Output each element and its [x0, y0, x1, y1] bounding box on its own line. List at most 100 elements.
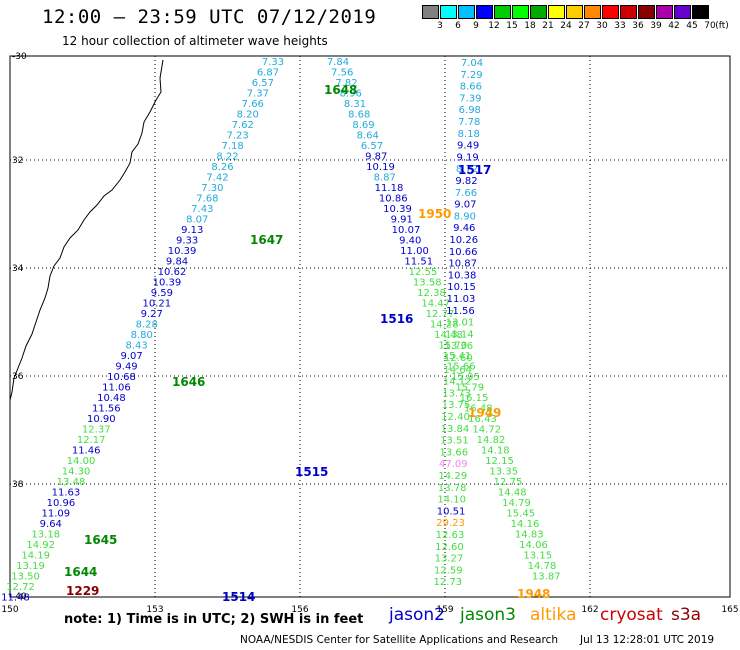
- track-value-a: 11.09: [42, 509, 71, 520]
- track-value-c: 12.59: [434, 565, 463, 576]
- track-value-a: 13.18: [31, 530, 60, 541]
- pass-label: 1647: [250, 233, 283, 247]
- satellite-s3a: s3a: [671, 605, 702, 625]
- track-value-a: 11.46: [72, 446, 101, 457]
- track-value-b: 8.87: [374, 173, 396, 184]
- credit-line: NOAA/NESDIS Center for Satellite Applica…: [240, 634, 558, 646]
- latitude-label: -40: [12, 592, 27, 602]
- track-value-c: 13.78: [438, 483, 467, 494]
- track-value-a: 13.19: [16, 561, 45, 572]
- track-value-b: 10.07: [392, 225, 421, 236]
- color-swatch: [638, 5, 655, 19]
- track-value-c: 8.18: [458, 129, 480, 140]
- track-value-c: 14.64: [443, 365, 472, 376]
- track-value-b: 14.48: [434, 330, 463, 341]
- track-value-a: 7.23: [227, 131, 249, 142]
- track-value-a: 9.59: [151, 288, 173, 299]
- color-swatch: [476, 5, 493, 19]
- track-value-b: 16.15: [460, 393, 489, 404]
- track-value-c: 9.46: [453, 223, 475, 234]
- color-scale-label: 24: [560, 21, 572, 31]
- track-value-a: 13.50: [11, 572, 40, 583]
- track-value-c: 6.98: [459, 105, 481, 116]
- track-value-b: 14.47: [421, 299, 450, 310]
- longitude-label: 156: [291, 605, 308, 615]
- track-value-b: 8.68: [348, 110, 370, 121]
- track-value-b: 15.45: [506, 509, 535, 520]
- pass-label: 1517: [458, 163, 491, 177]
- coastline: [9, 59, 164, 401]
- color-scale-label: 3: [437, 21, 443, 31]
- track-value-c: 10.38: [448, 270, 477, 281]
- track-value-a: 9.33: [176, 236, 198, 247]
- longitude-label: 153: [146, 605, 163, 615]
- color-swatch: [530, 5, 547, 19]
- track-value-b: 15.79: [455, 383, 484, 394]
- track-value-b: 14.28: [430, 320, 459, 331]
- track-value-a: 11.48: [1, 593, 30, 604]
- track-value-a: 7.37: [247, 89, 269, 100]
- track-value-c: 13.51: [440, 436, 469, 447]
- track-value-c: 9.49: [457, 141, 479, 152]
- track-value-b: 16.43: [468, 414, 497, 425]
- generated-timestamp: Jul 13 12:28:01 UTC 2019: [580, 634, 715, 646]
- track-value-b: 12.77: [426, 309, 455, 320]
- track-value-b: 14.48: [498, 488, 527, 499]
- track-value-a: 14.92: [26, 540, 55, 551]
- track-value-a: 9.84: [166, 257, 188, 268]
- latitude-label: 34: [12, 264, 24, 274]
- longitude-label: 150: [1, 605, 18, 615]
- track-value-b: 10.19: [366, 162, 395, 173]
- color-scale-label: 12: [488, 21, 500, 31]
- track-value-a: 7.43: [191, 204, 213, 215]
- track-value-c: 7.04: [461, 58, 483, 69]
- track-value-c: 12.60: [444, 353, 473, 364]
- satellite-jason3: jason3: [460, 605, 516, 625]
- track-value-a: 6.57: [252, 78, 274, 89]
- track-value-b: 7.84: [327, 57, 349, 68]
- color-scale-label: 9: [473, 21, 479, 31]
- track-value-b: 14.06: [519, 540, 548, 551]
- track-value-c: 29.23: [436, 518, 465, 529]
- track-value-a: 10.48: [97, 393, 126, 404]
- color-scale-label: 39: [650, 21, 662, 31]
- track-value-c: 12.73: [433, 577, 462, 588]
- track-value-c: 13.14: [445, 329, 474, 340]
- track-value-b: 15.95: [451, 372, 480, 383]
- pass-label: 1229: [66, 584, 99, 598]
- latitude-label: -30: [12, 52, 27, 62]
- track-value-a: 8.20: [237, 110, 259, 121]
- pass-label: 1648: [324, 83, 357, 97]
- track-value-a: 7.33: [262, 57, 284, 68]
- track-value-a: 10.39: [168, 246, 197, 257]
- satellite-jason2: jason2: [389, 605, 445, 625]
- track-value-c: 9.19: [456, 152, 478, 163]
- track-value-a: 10.90: [87, 414, 116, 425]
- color-swatch: [620, 5, 637, 19]
- color-swatch: [548, 5, 565, 19]
- track-value-b: 14.79: [502, 498, 531, 509]
- pass-label: 1949: [468, 406, 501, 420]
- track-value-a: 11.06: [102, 383, 131, 394]
- longitude-label: 165: [721, 605, 738, 615]
- color-scale-label: 27: [578, 21, 590, 31]
- color-scale-label: 6: [455, 21, 461, 31]
- color-swatch: [494, 5, 511, 19]
- color-swatch: [584, 5, 601, 19]
- track-value-b: 7.56: [331, 68, 353, 79]
- latitude-label: 38: [12, 480, 24, 490]
- color-scale-label: 18: [524, 21, 536, 31]
- track-value-b: 12.55: [409, 267, 438, 278]
- track-value-c: 13.36: [444, 341, 473, 352]
- track-value-c: 7.66: [455, 188, 477, 199]
- track-value-a: 12.17: [77, 435, 106, 446]
- track-value-b: 10.39: [383, 204, 412, 215]
- pass-label: 1516: [380, 312, 413, 326]
- track-value-b: 14.78: [528, 561, 557, 572]
- track-value-b: 8.69: [352, 120, 374, 131]
- track-value-b: 13.87: [532, 572, 561, 583]
- track-value-a: 8.43: [126, 341, 148, 352]
- longitude-label: 159: [436, 605, 453, 615]
- satellite-cryosat: cryosat: [600, 605, 663, 625]
- track-value-a: 10.21: [143, 299, 172, 310]
